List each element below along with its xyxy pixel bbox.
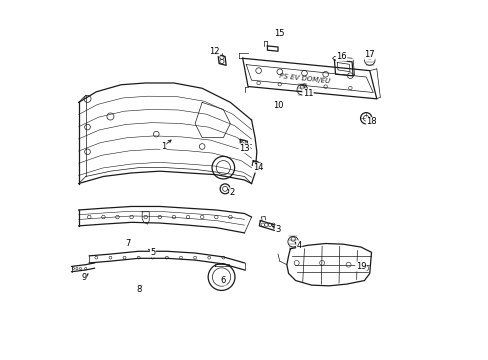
Text: 6: 6 [220,276,225,285]
Text: 5: 5 [150,248,155,257]
Text: 18: 18 [366,117,376,126]
Text: 7: 7 [125,239,130,248]
Text: 12: 12 [209,47,219,56]
Text: 8: 8 [136,285,141,294]
Text: 10: 10 [272,102,283,111]
Text: 11: 11 [302,89,313,98]
Text: 19: 19 [355,262,366,271]
Text: 14: 14 [253,163,264,172]
Text: 16: 16 [336,52,346,61]
Text: 3: 3 [275,225,280,234]
Polygon shape [259,221,278,231]
Polygon shape [267,46,278,51]
Polygon shape [142,212,149,224]
Polygon shape [242,58,376,99]
Text: 2: 2 [229,188,234,197]
Text: 15: 15 [274,29,285,38]
Text: 17: 17 [364,50,374,59]
Text: PS EV DOM/EU: PS EV DOM/EU [278,73,329,85]
Text: 1: 1 [161,142,165,151]
Text: 13: 13 [239,144,249,153]
Text: 4: 4 [296,241,301,250]
Polygon shape [252,161,260,168]
Polygon shape [286,243,371,286]
Polygon shape [218,55,225,66]
Polygon shape [240,139,247,147]
Text: 9: 9 [81,273,86,282]
Polygon shape [334,60,352,76]
